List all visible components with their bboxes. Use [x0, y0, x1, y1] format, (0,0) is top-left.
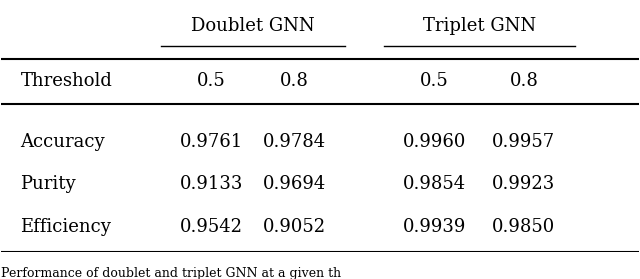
Text: 0.9761: 0.9761 [180, 133, 243, 151]
Text: Accuracy: Accuracy [20, 133, 105, 151]
Text: Efficiency: Efficiency [20, 218, 111, 236]
Text: 0.9923: 0.9923 [492, 175, 556, 193]
Text: 0.9133: 0.9133 [180, 175, 243, 193]
Text: 0.5: 0.5 [420, 73, 449, 90]
Text: 0.9542: 0.9542 [180, 218, 243, 236]
Text: 0.9854: 0.9854 [403, 175, 467, 193]
Text: Doublet GNN: Doublet GNN [191, 17, 315, 35]
Text: Threshold: Threshold [20, 73, 113, 90]
Text: Purity: Purity [20, 175, 76, 193]
Text: Performance of doublet and triplet GNN at a given th: Performance of doublet and triplet GNN a… [1, 267, 342, 279]
Text: 0.5: 0.5 [197, 73, 226, 90]
Text: 0.8: 0.8 [509, 73, 538, 90]
Text: 0.8: 0.8 [280, 73, 309, 90]
Text: 0.9850: 0.9850 [492, 218, 556, 236]
Text: 0.9957: 0.9957 [492, 133, 556, 151]
Text: 0.9052: 0.9052 [263, 218, 326, 236]
Text: 0.9939: 0.9939 [403, 218, 467, 236]
Text: 0.9784: 0.9784 [263, 133, 326, 151]
Text: 0.9694: 0.9694 [263, 175, 326, 193]
Text: Triplet GNN: Triplet GNN [423, 17, 536, 35]
Text: 0.9960: 0.9960 [403, 133, 467, 151]
